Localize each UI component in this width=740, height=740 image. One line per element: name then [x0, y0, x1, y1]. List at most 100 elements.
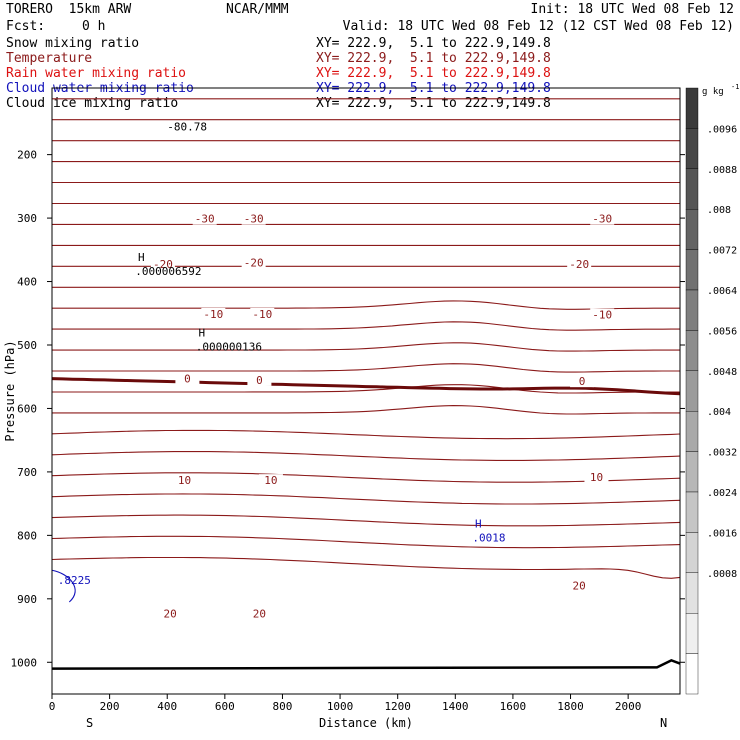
high-marker-value: .0018 — [472, 532, 505, 545]
colorbar-swatch — [685, 613, 699, 654]
isotherm-label: 0 — [256, 374, 263, 387]
isotherm-line — [51, 493, 681, 505]
isotherm-label: -30 — [592, 213, 612, 226]
isotherm-label: -30 — [195, 213, 215, 226]
isotherm-label-bg — [241, 212, 266, 225]
freezing-line — [51, 377, 681, 396]
y-axis-label: Pressure (hPa) — [3, 340, 17, 441]
isotherm-label-bg — [567, 257, 592, 270]
x-tick-label: 400 — [157, 700, 177, 713]
isotherm-label-bg — [258, 474, 283, 487]
isotherm-label-bg — [590, 308, 615, 321]
contour-value-label: .8225 — [58, 574, 91, 587]
x-tick-label: 600 — [215, 700, 235, 713]
x-tick-label: 1400 — [442, 700, 469, 713]
contour-value-label: -80.78 — [167, 121, 207, 134]
isotherm-label: 0 — [184, 373, 191, 386]
colorbar-label: .0064 — [707, 286, 737, 297]
colorbar-swatch — [685, 491, 699, 533]
isotherm-label-bg — [250, 307, 275, 320]
forecast-value: 0 h — [82, 19, 106, 34]
field-name: Rain water mixing ratio — [6, 66, 187, 81]
isotherm-label-bg — [247, 607, 272, 620]
y-tick-label: 300 — [17, 212, 37, 225]
x-tick-label: 1800 — [557, 700, 584, 713]
terrain-line — [51, 659, 681, 670]
colorbar-swatch — [685, 411, 699, 452]
isotherm-label-bg — [201, 307, 226, 320]
x-tick-label: 0 — [49, 700, 56, 713]
colorbar-label: .008 — [707, 205, 731, 216]
high-marker: H — [475, 518, 482, 531]
isotherm-label-bg — [590, 212, 615, 225]
y-tick-label: 200 — [17, 149, 37, 162]
isotherm-line — [52, 363, 680, 373]
isotherm-label: -20 — [153, 258, 173, 271]
colorbar-swatch — [685, 370, 699, 412]
colorbar-swatch — [685, 208, 699, 250]
y-tick-label: 500 — [17, 339, 37, 352]
isotherm-label: 10 — [264, 474, 277, 487]
colorbar-swatch — [685, 128, 699, 169]
y-tick-label: 400 — [17, 276, 37, 289]
isotherm-label: -20 — [569, 258, 589, 271]
isotherm-label-bg — [247, 373, 272, 386]
valid-time: Valid: 18 UTC Wed 08 Feb 12 (12 CST Wed … — [342, 19, 734, 34]
isotherm-label-bg — [172, 474, 197, 487]
isotherm-label: 0 — [579, 375, 586, 388]
y-tick-label: 600 — [17, 402, 37, 415]
isotherm-label-bg — [570, 375, 595, 388]
temperature-contours — [51, 98, 681, 579]
colorbar-unit-exponent: -1 — [731, 83, 739, 91]
y-tick-label: 700 — [17, 466, 37, 479]
field-xy: XY= 222.9, 5.1 to 222.9,149.8 — [316, 96, 551, 111]
colorbar-label: .0024 — [707, 488, 737, 499]
colorbar-swatch — [685, 330, 699, 371]
colorbar-swatch — [685, 532, 699, 574]
x-tick-label: 200 — [100, 700, 120, 713]
isotherm-label-bg — [241, 256, 266, 269]
forecast-label: Fcst: — [6, 19, 46, 34]
org-title: NCAR/MMM — [226, 2, 289, 17]
isotherm-label-bg — [175, 372, 200, 385]
isotherm-label: -20 — [244, 257, 264, 270]
colorbar-swatch — [685, 289, 699, 331]
colorbar-swatch — [685, 451, 699, 493]
x-tick-label: 1000 — [327, 700, 354, 713]
field-name: Cloud ice mixing ratio — [6, 96, 179, 111]
isotherm-label: 10 — [178, 474, 191, 487]
colorbar-unit: g kg — [702, 87, 724, 97]
isotherm-line — [52, 405, 680, 415]
isotherm-label: -10 — [203, 308, 223, 321]
isotherm-label-bg — [192, 212, 217, 225]
high-marker: H — [138, 251, 145, 264]
colorbar-label: .004 — [707, 407, 731, 418]
y-tick-label: 800 — [17, 529, 37, 542]
isotherm-label-bg — [158, 607, 183, 620]
plot-frame — [51, 87, 681, 695]
high-marker-value: .000000136 — [196, 341, 262, 354]
colorbar-swatch — [685, 572, 699, 614]
cloud-water-contour — [51, 569, 76, 603]
x-tick-label: 1200 — [384, 700, 411, 713]
isotherm-label-bg — [567, 579, 592, 592]
isotherm-line — [51, 535, 681, 549]
isotherm-label-bg — [584, 470, 609, 483]
colorbar-label: .0008 — [707, 569, 737, 580]
isotherm-label: 20 — [163, 607, 176, 620]
isotherm-line — [52, 342, 680, 352]
field-name: Temperature — [6, 51, 93, 66]
south-end-label: S — [86, 716, 93, 730]
field-xy: XY= 222.9, 5.1 to 222.9,149.8 — [316, 36, 551, 51]
isotherm-label: 10 — [590, 471, 603, 484]
isotherm-line — [52, 384, 680, 394]
isotherm-line — [51, 556, 681, 579]
colorbar-swatch — [685, 653, 699, 695]
high-marker: H — [198, 327, 205, 340]
colorbar-label: .0032 — [707, 448, 737, 459]
y-tick-label: 900 — [17, 593, 37, 606]
x-tick-label: 2000 — [615, 700, 642, 713]
colorbar-swatch — [685, 168, 699, 210]
isotherm-label: 20 — [253, 607, 266, 620]
colorbar-label: .0072 — [707, 246, 737, 257]
